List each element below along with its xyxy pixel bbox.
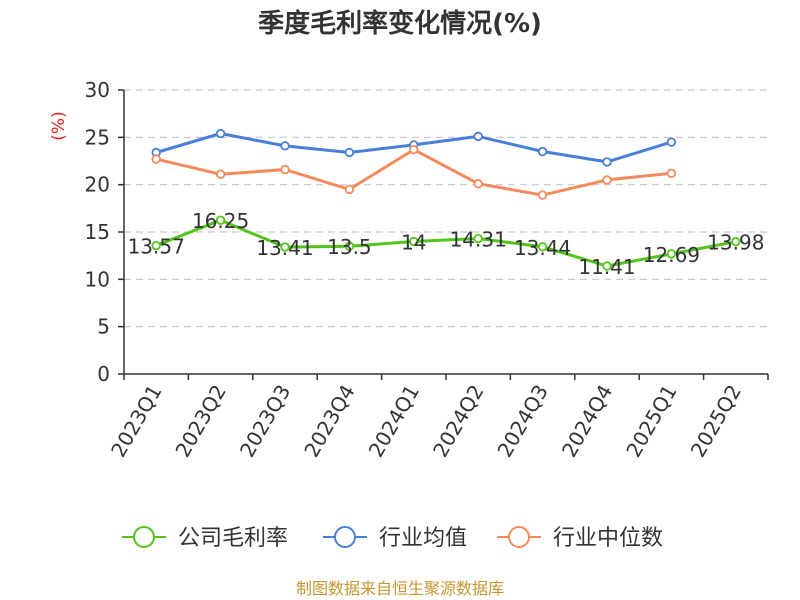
series-0-point-2024Q2	[473, 233, 483, 244]
series-1-point-2024Q4	[602, 157, 612, 167]
series-0-point-2024Q3	[537, 242, 548, 252]
data-label-2023Q2: 16.25	[192, 209, 249, 233]
x-tick-label-2023Q4: 2023Q4	[299, 381, 359, 462]
y-tick-label-10: 10	[85, 267, 110, 291]
legend-marker-2	[508, 526, 530, 548]
data-label-2023Q3: 13.41	[256, 236, 313, 260]
legend-label-0: 公司毛利率	[178, 526, 288, 551]
data-label-2023Q1: 13.57	[128, 235, 185, 259]
x-tick-label-2024Q4: 2024Q4	[557, 381, 617, 462]
series-1-point-2023Q2	[215, 128, 226, 139]
y-tick-label-0: 0	[97, 362, 110, 386]
x-tick-label-2023Q1: 2023Q1	[106, 381, 166, 462]
series-1-point-2023Q3	[280, 141, 290, 151]
series-2-point-2024Q4	[602, 175, 612, 185]
data-labels: 13.57 16.25 13.41 13.5 14 14.31 13.44 11.41 12.6…	[128, 209, 765, 279]
series-1-point-2024Q2	[473, 131, 483, 142]
series-0-point-2025Q1	[666, 249, 677, 259]
series-0-point-2023Q4	[344, 241, 355, 251]
series-1-point-2025Q1	[666, 137, 677, 147]
x-tick-label-2025Q1: 2025Q1	[621, 381, 681, 462]
data-label-2024Q3: 13.44	[514, 236, 571, 260]
data-source-note: 制图数据来自恒生聚源数据库	[296, 579, 504, 598]
series-line-0	[154, 218, 738, 268]
y-tick-label-25: 25	[85, 125, 110, 149]
series-2-point-2024Q3	[537, 190, 548, 200]
x-tick-label-2024Q2: 2024Q2	[428, 381, 488, 462]
data-label-2024Q1: 14	[401, 230, 426, 254]
series-line-2	[154, 148, 673, 197]
data-label-2024Q4: 11.41	[578, 255, 635, 279]
data-label-2025Q1: 12.69	[643, 243, 700, 267]
y-tick-label-15: 15	[85, 220, 110, 244]
x-tick-label-2024Q3: 2024Q3	[492, 381, 552, 462]
series-2-point-2023Q3	[280, 164, 290, 175]
series-0-point-2024Q4	[602, 261, 612, 271]
series-2-point-2024Q2	[473, 179, 483, 189]
data-label-2025Q2: 13.98	[707, 231, 764, 255]
x-tick-label-2023Q2: 2023Q2	[170, 381, 230, 462]
chart-title: 季度毛利率变化情况(%)	[258, 8, 542, 39]
data-label-2023Q4: 13.5	[327, 235, 372, 259]
x-tick-label-2024Q1: 2024Q1	[364, 381, 424, 462]
legend-marker-1	[334, 526, 356, 548]
y-tick-label-30: 30	[85, 78, 110, 102]
x-tick-label-2025Q2: 2025Q2	[686, 381, 746, 462]
x-tick-label-2023Q3: 2023Q3	[235, 381, 295, 462]
series-2-point-2024Q1	[409, 144, 419, 155]
legend-label-1: 行业均值	[379, 526, 467, 551]
series-0-point-2023Q1	[151, 240, 161, 251]
legend-label-2: 行业中位数	[553, 526, 663, 551]
series-1-point-2024Q3	[537, 146, 548, 157]
series-0-point-2025Q2	[731, 236, 741, 247]
series-2-point-2023Q4	[344, 184, 355, 195]
y-axis-unit-label: (%)	[49, 111, 69, 140]
series-2-point-2023Q2	[215, 169, 226, 179]
legend-marker-0	[133, 526, 155, 548]
y-tick-label-20: 20	[85, 173, 110, 197]
series-0-point-2024Q1	[409, 236, 419, 247]
series-2-point-2025Q1	[666, 168, 677, 179]
series-0-point-2023Q3	[280, 242, 290, 252]
series-2-point-2023Q1	[151, 154, 161, 164]
series-0-point-2023Q2	[215, 215, 226, 225]
series-1-point-2023Q4	[344, 147, 355, 158]
series-lines	[151, 128, 741, 271]
legend: 公司毛利率 行业均值 行业中位数	[122, 526, 663, 551]
data-label-2024Q2: 14.31	[450, 228, 507, 252]
y-tick-label-5: 5	[97, 315, 110, 339]
